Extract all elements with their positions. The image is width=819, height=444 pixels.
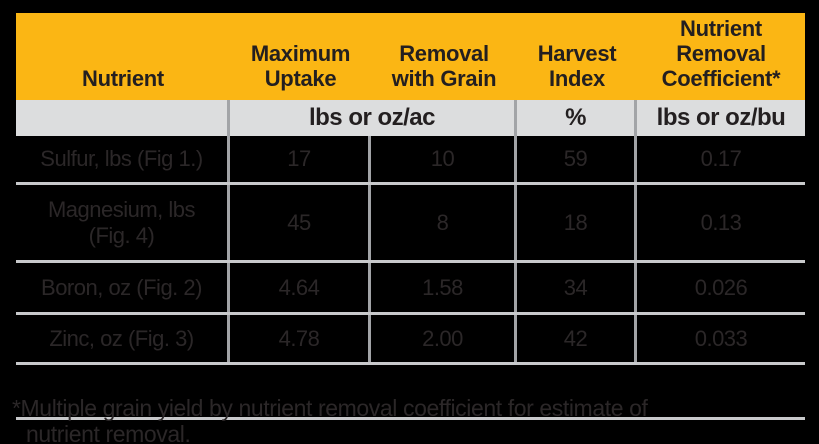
- units-cell-empty: [16, 100, 230, 136]
- units-cell-percent: %: [517, 100, 637, 136]
- cell-removal-coefficient: 0.13: [700, 209, 742, 235]
- footnote-text: *Multiple grain yield by nutrient remova…: [12, 395, 648, 444]
- cell-removal-coefficient: 0.033: [694, 325, 748, 351]
- units-cell-lbs-oz-ac: lbs or oz/ac: [230, 100, 517, 136]
- cell-removal-coefficient: 0.026: [694, 274, 748, 300]
- column-header-nutrient: Nutrient: [82, 65, 164, 91]
- cell-removal-with-grain: 2.00: [371, 315, 517, 362]
- column-header-harvest-index: Harvest Index: [537, 40, 617, 91]
- cell-nutrient: Zinc, oz (Fig. 3): [16, 315, 230, 362]
- cell-harvest-index: 59: [517, 136, 637, 182]
- table-row-sulfur: Sulfur, lbs (Fig 1.) 17 10 59 0.17: [16, 136, 805, 182]
- cell-maximum-uptake: 45: [230, 185, 371, 260]
- cell-maximum-uptake: 4.64: [230, 263, 371, 312]
- nutrient-table: Nutrient Maximum Uptake Removal with Gra…: [12, 13, 805, 444]
- cell-harvest-index: 18: [517, 185, 637, 260]
- table-row-boron: Boron, oz (Fig. 2) 4.64 1.58 34 0.026: [16, 260, 805, 312]
- column-header-maximum-uptake: Maximum Uptake: [250, 40, 351, 91]
- cell-harvest-index: 42: [517, 315, 637, 362]
- cell-nutrient: Magnesium, lbs (Fig. 4): [16, 185, 230, 260]
- cell-removal-with-grain: 8: [371, 185, 517, 260]
- cell-nutrient: Sulfur, lbs (Fig 1.): [16, 136, 230, 182]
- cell-removal-with-grain: 1.58: [371, 263, 517, 312]
- cell-maximum-uptake: 17: [230, 136, 371, 182]
- table-row-magnesium: Magnesium, lbs (Fig. 4) 45 8 18 0.13: [16, 182, 805, 260]
- units-row: lbs or oz/ac % lbs or oz/bu: [16, 100, 805, 136]
- cell-maximum-uptake: 4.78: [230, 315, 371, 362]
- column-header-removal-coefficient: Nutrient Removal Coefficient*: [661, 15, 781, 91]
- table-row-zinc: Zinc, oz (Fig. 3) 4.78 2.00 42 0.033: [16, 312, 805, 362]
- table-footnote: *Multiple grain yield by nutrient remova…: [12, 362, 805, 444]
- cell-harvest-index: 34: [517, 263, 637, 312]
- cell-removal-with-grain: 10: [371, 136, 517, 182]
- units-cell-lbs-oz-bu: lbs or oz/bu: [656, 104, 786, 131]
- column-header-removal-with-grain: Removal with Grain: [391, 40, 497, 91]
- cell-nutrient: Boron, oz (Fig. 2): [16, 263, 230, 312]
- cell-removal-coefficient: 0.17: [700, 146, 742, 172]
- table-header-row: Nutrient Maximum Uptake Removal with Gra…: [16, 13, 805, 100]
